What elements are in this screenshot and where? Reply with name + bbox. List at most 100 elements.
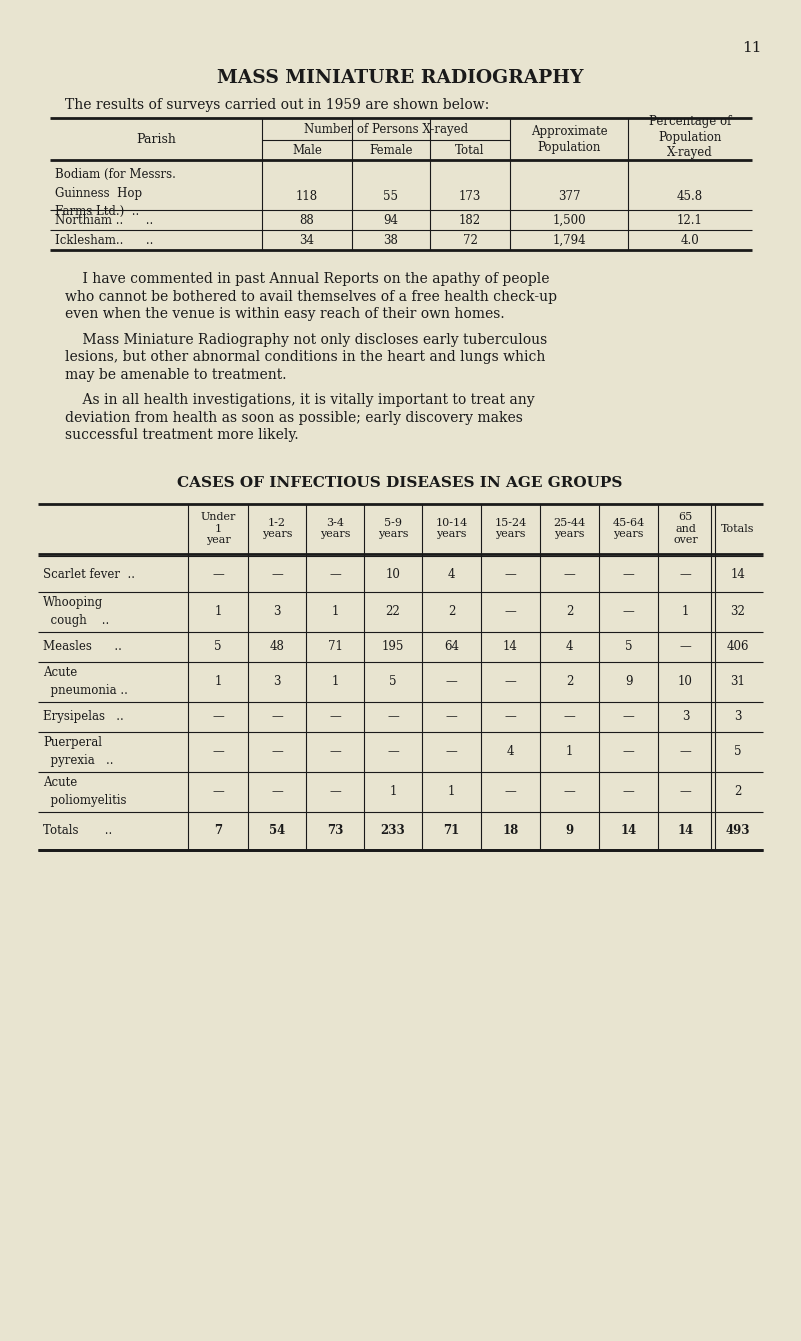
- Text: deviation from health as soon as possible; early discovery makes: deviation from health as soon as possibl…: [65, 410, 523, 425]
- Text: —: —: [387, 709, 399, 723]
- Text: 10: 10: [385, 569, 400, 581]
- Text: 34: 34: [300, 233, 315, 247]
- Text: The results of surveys carried out in 1959 are shown below:: The results of surveys carried out in 19…: [65, 98, 489, 113]
- Text: 64: 64: [444, 640, 459, 653]
- Text: 2: 2: [735, 784, 742, 798]
- Text: 14: 14: [731, 569, 746, 581]
- Text: 4: 4: [566, 640, 574, 653]
- Text: 65
and
over: 65 and over: [673, 512, 698, 544]
- Text: 3: 3: [273, 605, 280, 618]
- Text: —: —: [212, 746, 223, 758]
- Text: —: —: [445, 675, 457, 688]
- Text: 5-9
years: 5-9 years: [378, 518, 409, 539]
- Text: —: —: [564, 569, 575, 581]
- Text: —: —: [505, 784, 517, 798]
- Text: 22: 22: [385, 605, 400, 618]
- Text: —: —: [622, 569, 634, 581]
- Text: 1: 1: [332, 675, 339, 688]
- Text: 55: 55: [384, 189, 399, 202]
- Text: successful treatment more likely.: successful treatment more likely.: [65, 428, 299, 443]
- Text: 1: 1: [566, 746, 574, 758]
- Text: —: —: [505, 605, 517, 618]
- Text: 73: 73: [327, 823, 343, 837]
- Text: 5: 5: [625, 640, 632, 653]
- Text: —: —: [271, 746, 283, 758]
- Text: even when the venue is within easy reach of their own homes.: even when the venue is within easy reach…: [65, 307, 505, 320]
- Text: Male: Male: [292, 143, 322, 157]
- Text: —: —: [622, 709, 634, 723]
- Text: —: —: [445, 709, 457, 723]
- Text: 173: 173: [459, 189, 481, 202]
- Text: —: —: [622, 746, 634, 758]
- Text: Under
1
year: Under 1 year: [200, 512, 235, 544]
- Text: 38: 38: [384, 233, 398, 247]
- Text: —: —: [505, 569, 517, 581]
- Text: Approximate
Population: Approximate Population: [531, 125, 607, 153]
- Text: —: —: [212, 784, 223, 798]
- Text: Percentage of
Population
X-rayed: Percentage of Population X-rayed: [649, 115, 731, 160]
- Text: 3: 3: [273, 675, 280, 688]
- Text: 9: 9: [625, 675, 632, 688]
- Text: 3: 3: [682, 709, 689, 723]
- Text: —: —: [212, 569, 223, 581]
- Text: —: —: [271, 709, 283, 723]
- Text: Scarlet fever  ..: Scarlet fever ..: [43, 569, 135, 581]
- Text: Whooping
  cough    ..: Whooping cough ..: [43, 597, 109, 626]
- Text: 14: 14: [503, 640, 518, 653]
- Text: 25-44
years: 25-44 years: [553, 518, 586, 539]
- Text: 377: 377: [557, 189, 580, 202]
- Text: Number of Persons X-rayed: Number of Persons X-rayed: [304, 122, 468, 135]
- Text: 4: 4: [448, 569, 455, 581]
- Text: I have commented in past Annual Reports on the apathy of people: I have commented in past Annual Reports …: [65, 272, 549, 286]
- Text: —: —: [212, 709, 223, 723]
- Text: Acute
  pneumonia ..: Acute pneumonia ..: [43, 666, 128, 697]
- Text: 118: 118: [296, 189, 318, 202]
- Text: 18: 18: [502, 823, 518, 837]
- Text: 15-24
years: 15-24 years: [494, 518, 526, 539]
- Text: 406: 406: [727, 640, 749, 653]
- Text: —: —: [445, 746, 457, 758]
- Text: 1: 1: [389, 784, 396, 798]
- Text: 72: 72: [462, 233, 477, 247]
- Text: —: —: [329, 784, 341, 798]
- Text: —: —: [505, 675, 517, 688]
- Text: 31: 31: [731, 675, 746, 688]
- Text: 4.0: 4.0: [681, 233, 699, 247]
- Text: Puerperal
  pyrexia   ..: Puerperal pyrexia ..: [43, 736, 114, 767]
- Text: —: —: [679, 569, 691, 581]
- Text: —: —: [271, 569, 283, 581]
- Text: 45-64
years: 45-64 years: [613, 518, 645, 539]
- Text: 1,794: 1,794: [552, 233, 586, 247]
- Text: —: —: [564, 784, 575, 798]
- Text: 1: 1: [682, 605, 689, 618]
- Text: who cannot be bothered to avail themselves of a free health check-up: who cannot be bothered to avail themselv…: [65, 290, 557, 303]
- Text: 12.1: 12.1: [677, 213, 703, 227]
- Text: Northiam ..      ..: Northiam .. ..: [55, 213, 153, 227]
- Text: Total: Total: [455, 143, 485, 157]
- Text: 4: 4: [507, 746, 514, 758]
- Text: lesions, but other abnormal conditions in the heart and lungs which: lesions, but other abnormal conditions i…: [65, 350, 545, 363]
- Text: —: —: [679, 640, 691, 653]
- Text: Erysipelas   ..: Erysipelas ..: [43, 709, 123, 723]
- Text: 233: 233: [380, 823, 405, 837]
- Text: 14: 14: [621, 823, 637, 837]
- Text: 3: 3: [735, 709, 742, 723]
- Text: 32: 32: [731, 605, 746, 618]
- Text: —: —: [271, 784, 283, 798]
- Text: 5: 5: [214, 640, 222, 653]
- Text: Female: Female: [369, 143, 413, 157]
- Text: —: —: [505, 709, 517, 723]
- Text: 88: 88: [300, 213, 314, 227]
- Text: 11: 11: [743, 42, 762, 55]
- Text: may be amenable to treatment.: may be amenable to treatment.: [65, 367, 287, 381]
- Text: 71: 71: [444, 823, 460, 837]
- Text: —: —: [622, 605, 634, 618]
- Text: —: —: [329, 569, 341, 581]
- Text: 1: 1: [215, 675, 222, 688]
- Text: 1: 1: [215, 605, 222, 618]
- Text: 2: 2: [566, 605, 574, 618]
- Text: 9: 9: [566, 823, 574, 837]
- Text: Bodiam (for Messrs.
Guinness  Hop
Farms Ltd.)  ..: Bodiam (for Messrs. Guinness Hop Farms L…: [55, 168, 176, 219]
- Text: 1: 1: [332, 605, 339, 618]
- Text: 10: 10: [678, 675, 693, 688]
